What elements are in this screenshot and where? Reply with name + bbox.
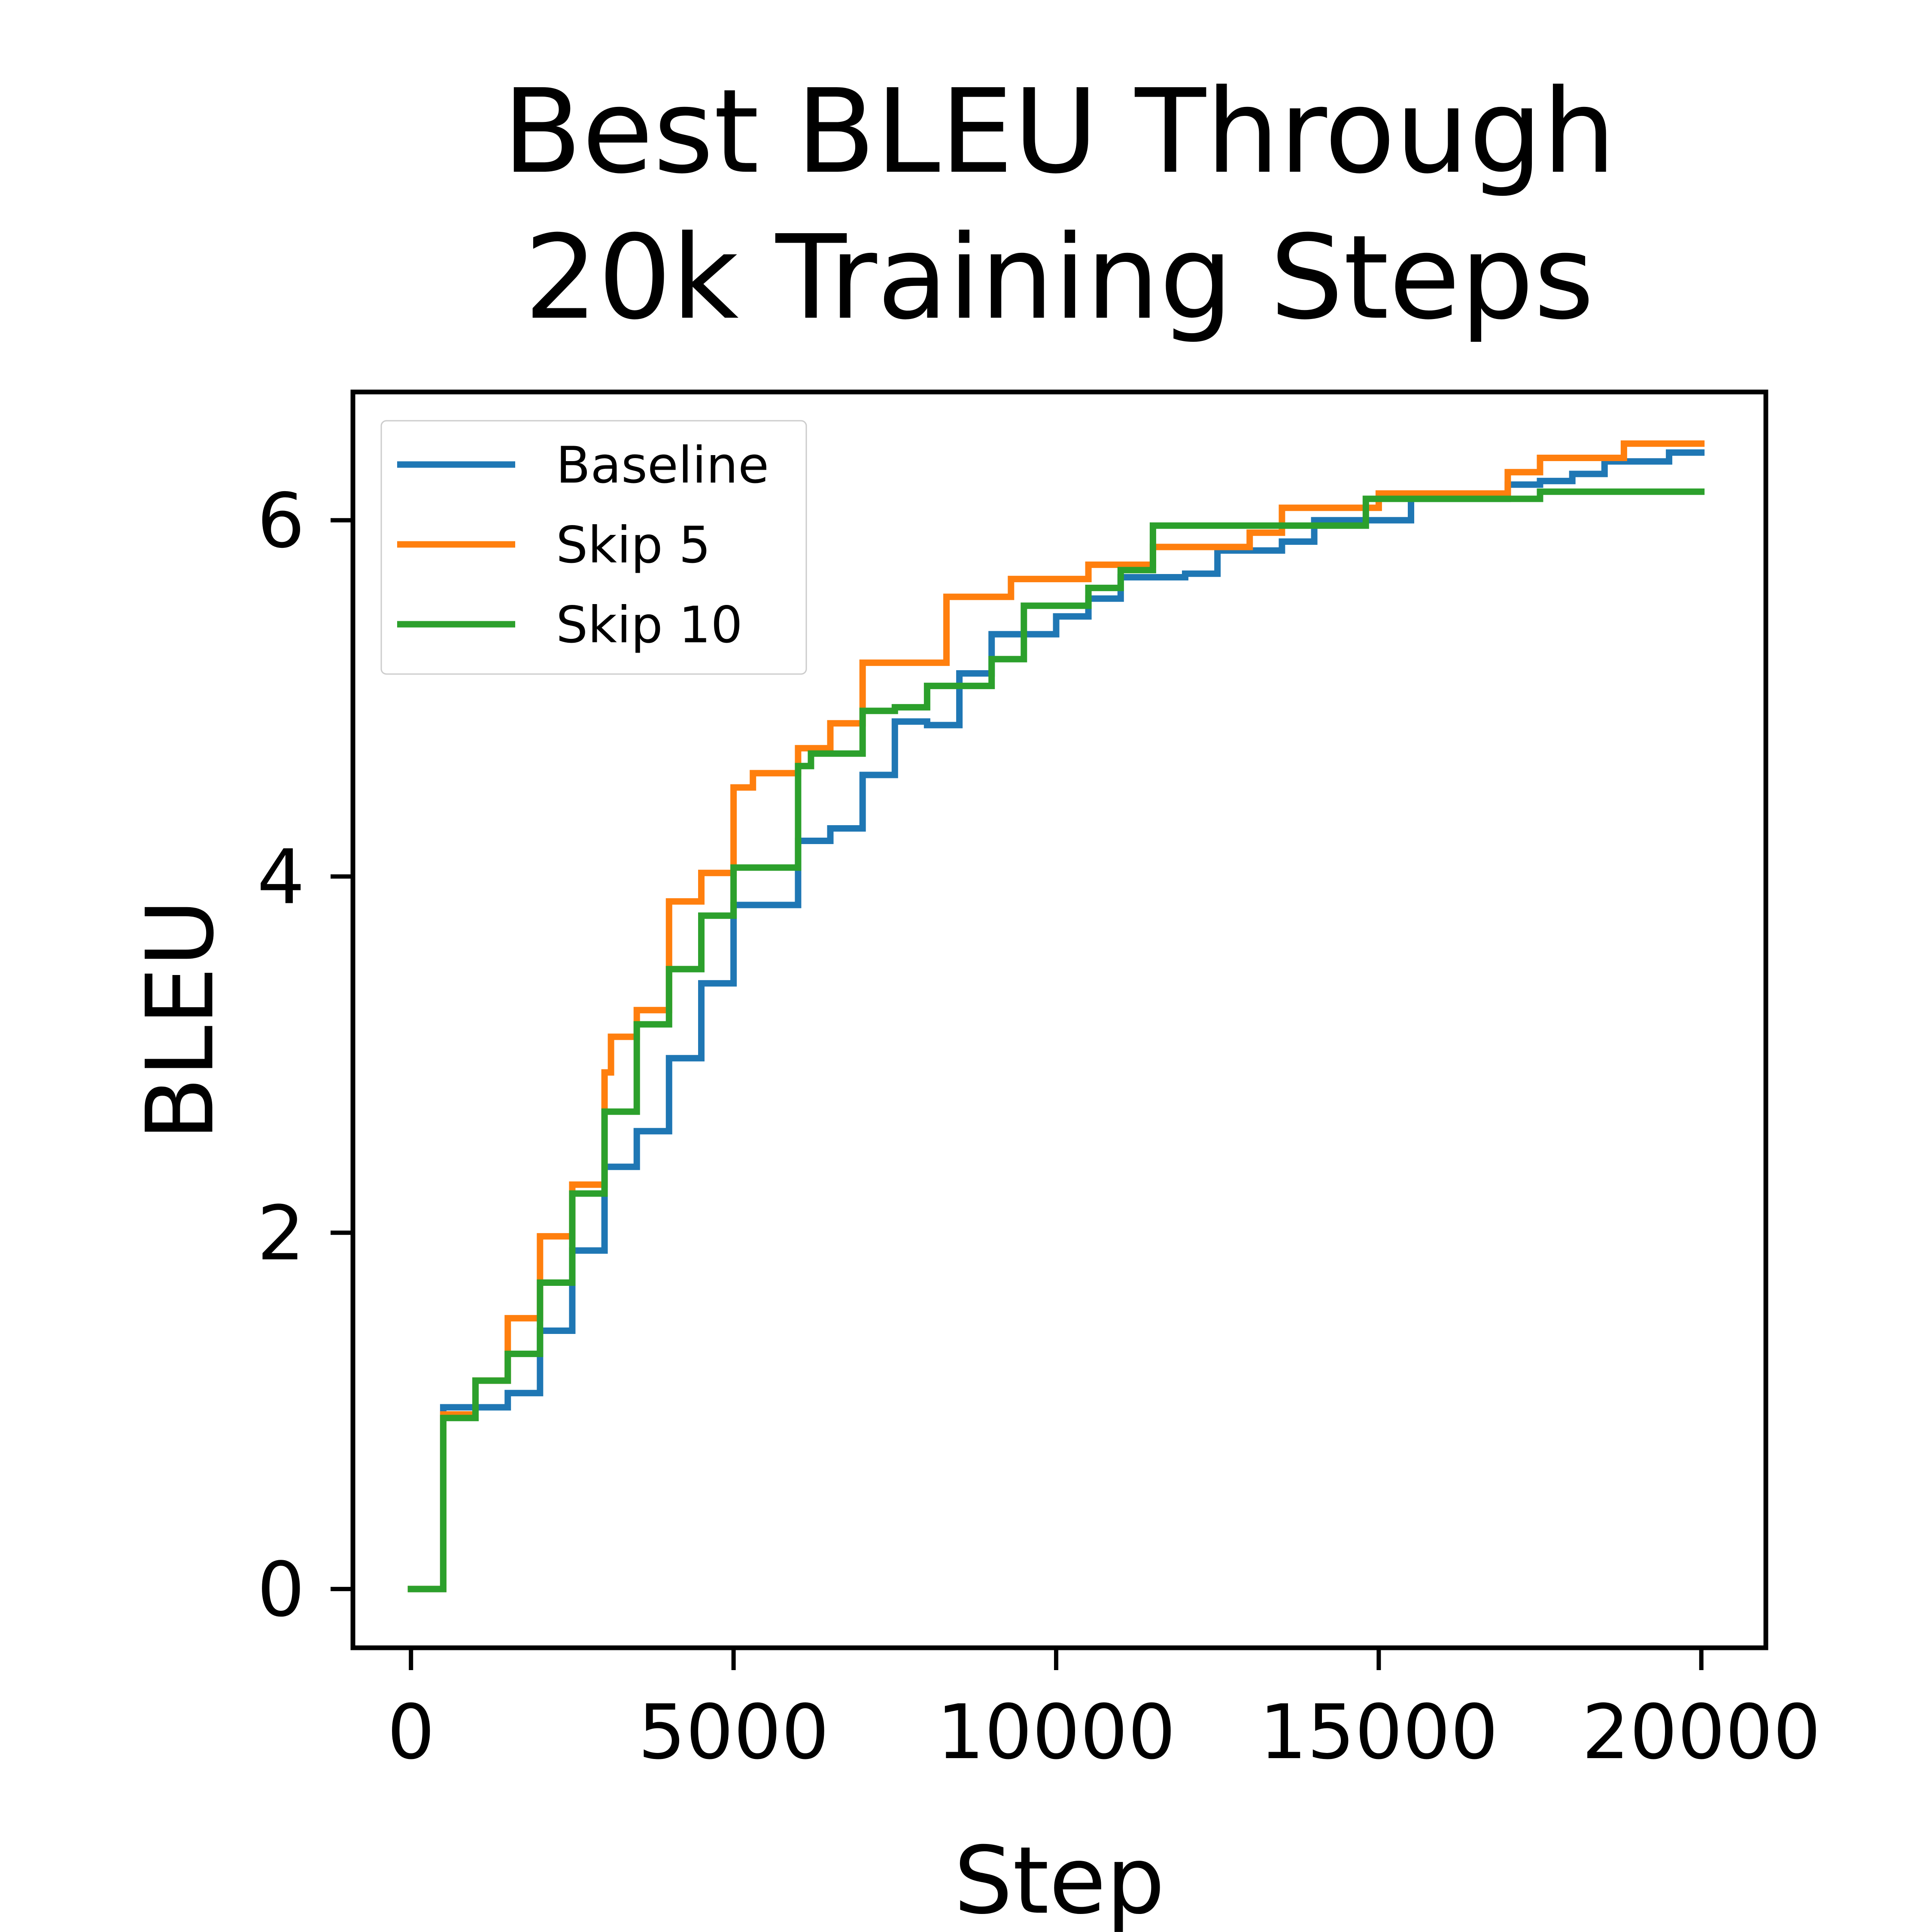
x-axis-label: Step xyxy=(954,1827,1165,1932)
x-tick-label: 10000 xyxy=(937,1689,1176,1776)
y-tick-label: 0 xyxy=(257,1546,305,1634)
y-tick-label: 6 xyxy=(257,478,305,565)
chart-title: Best BLEU Through 20k Training Steps xyxy=(502,64,1616,345)
plot-frame xyxy=(350,389,1768,1650)
series-lines xyxy=(407,440,1705,1592)
x-tick-label: 15000 xyxy=(1259,1689,1498,1776)
y-axis-ticks: 0 2 4 6 xyxy=(257,478,353,1634)
x-tick-label: 0 xyxy=(387,1689,435,1776)
chart-title-line-1: Best BLEU Through xyxy=(502,64,1616,199)
y-axis-label: BLEU xyxy=(127,899,234,1141)
series-line-skip-10 xyxy=(407,488,1705,1592)
x-axis-ticks: 0 5000 10000 15000 20000 xyxy=(387,1648,1821,1776)
legend-label-baseline: Baseline xyxy=(556,436,769,495)
y-tick-label: 4 xyxy=(257,834,305,921)
x-tick-label: 5000 xyxy=(638,1689,829,1776)
legend: Baseline Skip 5 Skip 10 xyxy=(380,420,807,675)
chart-title-line-2: 20k Training Steps xyxy=(524,210,1594,345)
x-tick-label: 20000 xyxy=(1582,1689,1821,1776)
legend-box xyxy=(380,420,807,675)
legend-label-skip-5: Skip 5 xyxy=(556,516,711,574)
legend-label-skip-10: Skip 10 xyxy=(556,595,743,654)
y-tick-label: 2 xyxy=(257,1190,305,1277)
